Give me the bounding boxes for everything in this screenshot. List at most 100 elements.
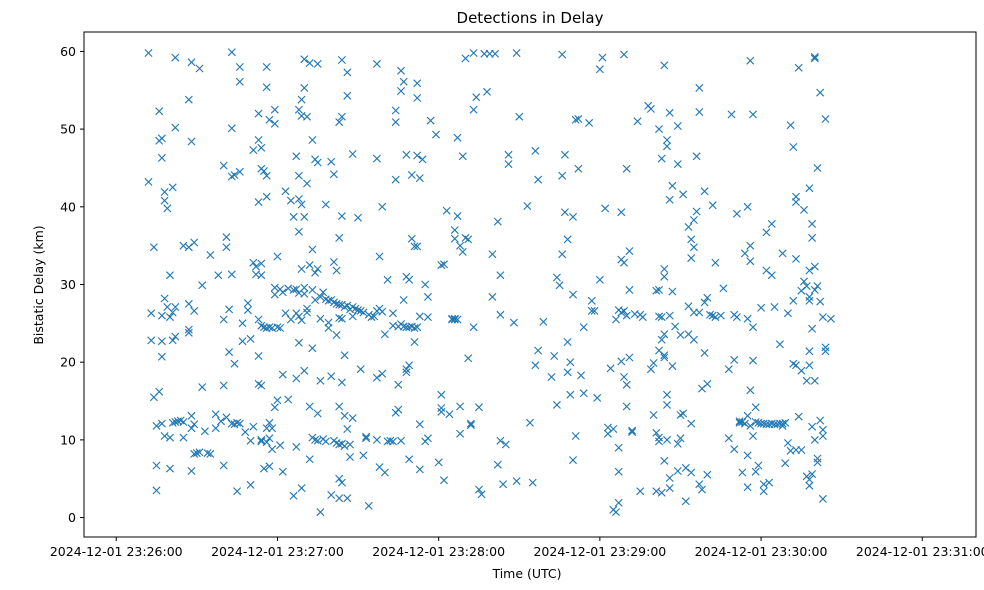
data-point-528 <box>689 243 698 252</box>
data-point-513 <box>676 331 685 339</box>
data-point-214 <box>321 437 330 446</box>
data-point-280 <box>375 252 384 261</box>
data-point-279 <box>372 435 381 444</box>
data-point-620 <box>794 63 803 72</box>
data-point-609 <box>783 309 792 318</box>
data-point-77 <box>225 348 234 357</box>
data-point-624 <box>797 446 806 454</box>
data-point-564 <box>740 249 749 258</box>
data-point-304 <box>397 436 405 445</box>
data-point-147 <box>276 441 285 450</box>
data-point-570 <box>743 483 752 492</box>
data-point-663 <box>826 314 835 323</box>
data-point-497 <box>663 435 671 444</box>
data-point-658 <box>818 432 827 440</box>
data-point-218 <box>327 157 336 166</box>
data-point-504 <box>665 484 674 493</box>
data-point-114 <box>257 271 266 280</box>
data-point-530 <box>689 335 698 344</box>
data-point-100 <box>249 146 258 155</box>
data-point-421 <box>571 115 580 124</box>
data-point-318 <box>407 234 416 243</box>
data-point-273 <box>367 313 376 322</box>
data-point-122 <box>262 63 271 71</box>
data-point-203 <box>313 265 322 273</box>
data-point-50 <box>187 424 196 433</box>
data-point-252 <box>343 301 352 310</box>
data-point-276 <box>372 154 381 163</box>
data-point-185 <box>303 179 311 188</box>
data-point-521 <box>684 302 693 311</box>
data-point-186 <box>303 304 311 313</box>
data-point-27 <box>166 433 174 442</box>
data-point-223 <box>329 258 338 266</box>
data-point-308 <box>402 150 411 159</box>
data-point-375 <box>477 490 486 499</box>
data-point-408 <box>558 250 567 259</box>
data-point-28 <box>168 183 177 192</box>
data-point-455 <box>620 373 628 381</box>
data-point-428 <box>585 118 594 127</box>
data-point-461 <box>625 285 634 294</box>
data-point-290 <box>386 436 395 445</box>
data-point-415 <box>563 368 572 377</box>
data-point-517 <box>679 409 688 418</box>
data-point-109 <box>254 352 263 360</box>
data-point-471 <box>646 104 655 113</box>
data-point-356 <box>453 133 462 142</box>
data-point-573 <box>746 257 755 266</box>
data-point-199 <box>311 296 320 304</box>
data-point-48 <box>187 137 196 146</box>
data-point-382 <box>493 217 502 226</box>
data-point-335 <box>423 434 432 443</box>
data-point-177 <box>297 484 306 493</box>
data-point-212 <box>321 200 330 209</box>
data-point-552 <box>724 365 733 374</box>
data-point-628 <box>802 376 811 385</box>
data-point-128 <box>262 438 271 447</box>
data-point-237 <box>335 494 344 503</box>
data-point-139 <box>270 283 279 292</box>
data-point-233 <box>335 313 344 322</box>
data-point-526 <box>687 468 696 477</box>
data-point-611 <box>786 121 795 130</box>
data-point-151 <box>281 187 290 196</box>
data-point-72 <box>219 461 228 470</box>
data-point-84 <box>230 359 239 368</box>
data-point-386 <box>496 310 505 319</box>
data-point-538 <box>698 485 706 494</box>
data-point-395 <box>523 202 532 210</box>
data-point-656 <box>818 313 827 322</box>
data-point-99 <box>246 334 255 343</box>
data-point-250 <box>343 68 352 77</box>
data-point-278 <box>372 373 381 382</box>
data-point-143 <box>273 323 282 332</box>
data-point-357 <box>453 315 462 324</box>
data-point-659 <box>818 494 827 503</box>
data-point-330 <box>415 420 424 429</box>
data-point-541 <box>700 298 709 307</box>
data-point-637 <box>805 481 814 490</box>
data-point-149 <box>278 370 287 379</box>
data-point-641 <box>808 422 817 431</box>
data-point-411 <box>560 150 569 159</box>
data-point-367 <box>466 419 475 428</box>
data-point-83 <box>230 171 239 179</box>
data-point-433 <box>595 65 604 74</box>
data-point-46 <box>184 299 193 308</box>
data-point-642 <box>808 470 817 479</box>
x-tick-label: 2024-12-01 23:30:00 <box>695 544 828 559</box>
data-point-299 <box>394 380 403 389</box>
data-point-300 <box>394 405 403 414</box>
data-point-57 <box>195 64 204 73</box>
data-point-639 <box>808 233 817 242</box>
data-point-129 <box>265 115 274 124</box>
data-point-360 <box>456 429 465 438</box>
data-point-221 <box>327 491 336 499</box>
data-point-606 <box>781 459 790 468</box>
data-point-569 <box>743 451 752 460</box>
data-point-559 <box>732 313 741 322</box>
data-point-646 <box>810 285 819 294</box>
data-point-365 <box>464 235 473 244</box>
data-point-35 <box>171 332 180 341</box>
